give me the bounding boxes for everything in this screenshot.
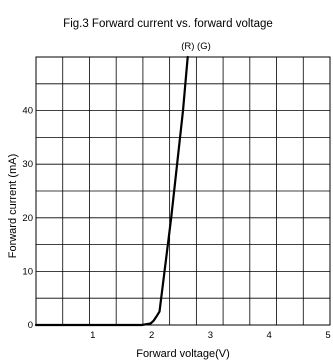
- y-tick-label: 0: [28, 320, 33, 331]
- forward-current-curve: [34, 55, 189, 327]
- x-tick-label: 1: [90, 330, 95, 341]
- y-tick-labels: 0 10 20 30 40: [22, 106, 33, 331]
- y-tick-label: 40: [22, 106, 33, 117]
- x-tick-label: 2: [149, 330, 154, 341]
- plot-frame: [35, 56, 331, 326]
- chart-title: Fig.3 Forward current vs. forward voltag…: [63, 18, 273, 30]
- y-tick-label: 30: [22, 159, 33, 170]
- y-axis-label: Forward current (mA): [7, 154, 19, 259]
- curve-annotation: (R) (G): [181, 41, 211, 52]
- x-tick-label: 4: [267, 330, 272, 341]
- grid-lines: [36, 57, 330, 325]
- y-tick-label: 10: [22, 266, 33, 277]
- x-tick-label: 5: [325, 330, 330, 341]
- x-tick-labels: 1 2 3 4 5: [90, 330, 330, 341]
- x-axis-label: Forward voltage(V): [136, 348, 230, 360]
- x-tick-label: 3: [208, 330, 213, 341]
- y-tick-label: 20: [22, 213, 33, 224]
